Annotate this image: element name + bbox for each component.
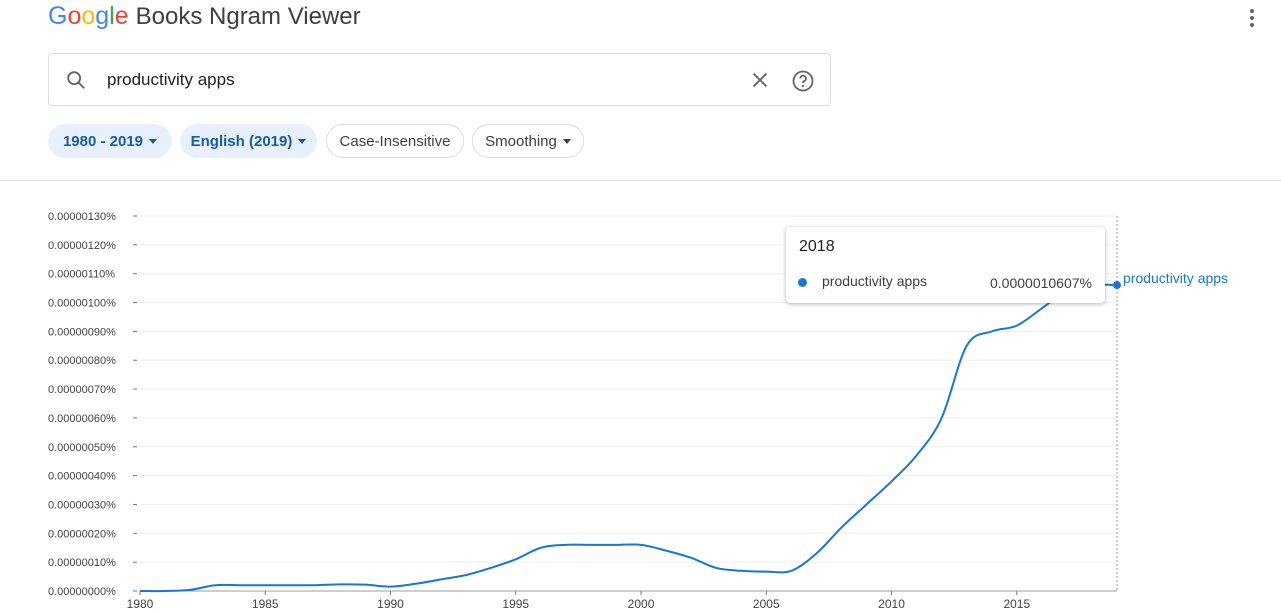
year-range-label: 1980 - 2019: [62, 132, 144, 150]
series-end-point: [1113, 281, 1121, 290]
series-label: productivity apps: [1123, 270, 1228, 286]
logo-letter: l: [109, 2, 115, 30]
x-tick-label: 1995: [502, 597, 529, 611]
y-tick-label: 0.00000130%: [48, 211, 116, 223]
search-input[interactable]: productivity apps: [107, 70, 235, 89]
year-range-filter[interactable]: 1980 - 2019: [48, 124, 172, 158]
smoothing-label: Smoothing: [485, 132, 557, 150]
smoothing-filter[interactable]: Smoothing: [472, 124, 584, 158]
divider: [0, 180, 1281, 181]
y-tick-label: 0.00000000%: [48, 586, 116, 598]
y-tick-label: 0.00000030%: [48, 499, 116, 511]
google-books-ngram-logo[interactable]: Google Books Ngram Viewer: [48, 2, 361, 31]
y-tick-label: 0.00000100%: [48, 298, 116, 310]
x-tick-label: 2010: [878, 597, 905, 611]
y-tick-label: 0.00000040%: [48, 471, 116, 483]
logo-letter: G: [48, 2, 68, 30]
search-icon[interactable]: [65, 69, 87, 91]
close-icon[interactable]: [749, 69, 771, 91]
y-tick-label: 0.00000010%: [48, 557, 116, 569]
x-tick-label: 1980: [127, 597, 154, 611]
logo-letter: o: [81, 2, 96, 30]
tooltip-value: 0.0000010607%: [990, 275, 1092, 291]
logo-letter: e: [114, 2, 129, 30]
corpus-label: English (2019): [190, 132, 293, 150]
corpus-filter[interactable]: English (2019): [180, 124, 317, 158]
app-title: Books Ngram Viewer: [135, 3, 361, 30]
logo-letter: o: [67, 2, 82, 30]
y-tick-label: 0.00000020%: [48, 528, 116, 540]
x-tick-label: 2005: [753, 597, 780, 611]
y-tick-label: 0.00000050%: [48, 442, 116, 454]
series-line: [139, 283, 1118, 593]
y-tick-label: 0.00000070%: [48, 384, 116, 396]
x-tick-label: 1990: [377, 597, 404, 611]
chart-tooltip: 2018 productivity apps 0.0000010607%: [786, 227, 1105, 303]
y-tick-label: 0.00000120%: [48, 240, 116, 252]
x-tick-label: 2015: [1003, 597, 1030, 611]
search-box[interactable]: productivity apps: [48, 53, 831, 106]
y-tick-label: 0.00000110%: [48, 269, 115, 281]
y-tick-label: 0.00000090%: [48, 326, 116, 338]
logo-letter: g: [95, 2, 110, 30]
tooltip-series-name: productivity apps: [822, 273, 928, 289]
x-tick-label: 1985: [252, 597, 279, 611]
tooltip-year: 2018: [799, 238, 835, 255]
series-dot-icon: [798, 278, 807, 287]
case-insensitive-label: Case-Insensitive: [339, 132, 451, 150]
chevron-down-icon: [149, 138, 158, 144]
y-tick-label: 0.00000060%: [48, 413, 116, 425]
case-insensitive-toggle[interactable]: Case-Insensitive: [326, 124, 464, 158]
top-bar: Google Books Ngram Viewer: [0, 0, 1281, 40]
chevron-down-icon: [298, 138, 307, 144]
chevron-down-icon: [562, 138, 571, 144]
more-vert-icon[interactable]: [1240, 6, 1264, 30]
x-tick-label: 2000: [628, 597, 655, 611]
help-circle-icon[interactable]: [791, 69, 815, 93]
y-tick-label: 0.00000080%: [48, 355, 116, 367]
